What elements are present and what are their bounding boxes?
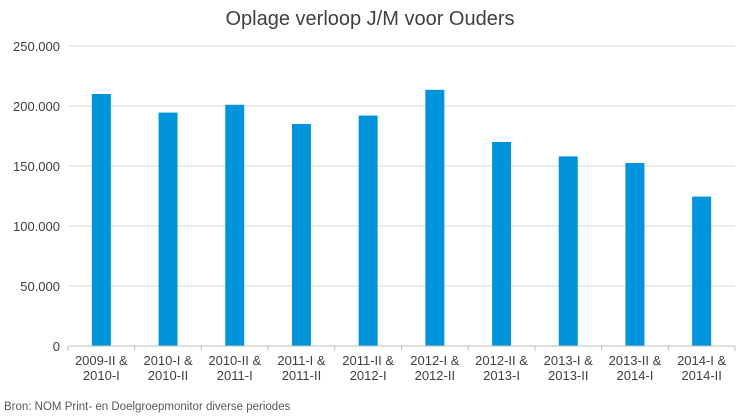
x-tick-label: 2011-II: [282, 368, 322, 383]
x-tick-label: 2014-I &: [677, 353, 726, 368]
bars: [91, 89, 712, 347]
x-tick-label: 2009-II &: [75, 353, 128, 368]
bar: [692, 196, 712, 346]
y-tick-label: 0: [53, 339, 60, 354]
bar: [91, 94, 111, 346]
bar: [358, 115, 378, 346]
y-tick-label: 100.000: [13, 219, 60, 234]
gridlines: [68, 45, 735, 287]
bar: [225, 104, 245, 346]
x-tick-label: 2012-II: [415, 368, 455, 383]
x-tick-label: 2013-II &: [609, 353, 662, 368]
x-tick-label: 2010-II: [148, 368, 188, 383]
x-axis: [67, 345, 736, 351]
bar: [492, 142, 512, 346]
source-note: Bron: NOM Print- en Doelgroepmonitor div…: [4, 401, 291, 413]
x-tick-label: 2014-II: [681, 368, 721, 383]
bar: [558, 156, 578, 346]
chart-title: Oplage verloop J/M voor Ouders: [225, 8, 515, 30]
x-tick-label: 2012-I: [350, 368, 387, 383]
x-tick-label: 2010-I &: [143, 353, 192, 368]
y-tick-label: 250.000: [13, 39, 60, 54]
y-tick-label: 200.000: [13, 99, 60, 114]
y-tick-label: 150.000: [13, 159, 60, 174]
y-tick-label: 50.000: [20, 279, 60, 294]
bar: [158, 112, 178, 346]
x-tick-label: 2014-I: [617, 368, 654, 383]
x-tick-label: 2010-I: [83, 368, 120, 383]
x-tick-label: 2010-II &: [208, 353, 261, 368]
bar: [291, 124, 311, 346]
x-tick-label: 2011-I &: [277, 353, 326, 368]
y-axis-tick-labels: 0 50.000 100.000 150.000 200.000 250.000: [13, 39, 60, 354]
x-tick-label: 2012-II &: [475, 353, 528, 368]
x-tick-label: 2013-I: [483, 368, 520, 383]
x-tick-label: 2011-I: [217, 368, 253, 383]
bar: [425, 89, 445, 347]
x-tick-label: 2013-I &: [544, 353, 593, 368]
bar: [625, 163, 645, 346]
x-tick-label: 2013-II: [548, 368, 588, 383]
x-tick-label: 2011-II &: [342, 353, 394, 368]
x-tick-label: 2012-I &: [410, 353, 459, 368]
